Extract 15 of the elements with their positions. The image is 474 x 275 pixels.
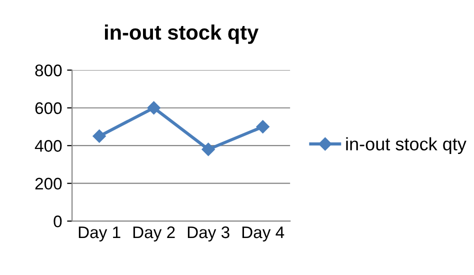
x-tick-label: Day 4 <box>242 226 284 242</box>
y-tick-label: 0 <box>54 216 62 228</box>
y-tick-label: 800 <box>35 64 62 76</box>
y-tick-label: 600 <box>35 102 62 114</box>
y-tick-label: 200 <box>35 178 62 190</box>
chart-title: in-out stock qty <box>104 24 259 44</box>
x-tick-label: Day 1 <box>78 226 120 242</box>
legend-label: in-out stock qty <box>346 137 466 154</box>
x-tick-label: Day 2 <box>133 226 175 242</box>
point <box>256 120 270 134</box>
point <box>92 130 106 143</box>
point <box>202 142 215 156</box>
point <box>147 101 160 114</box>
y-tick-label: 400 <box>34 140 62 152</box>
x-tick-label: Day 3 <box>188 226 230 242</box>
